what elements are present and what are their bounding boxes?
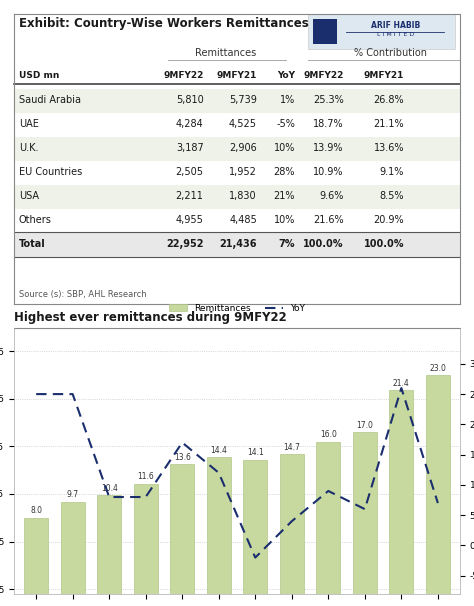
Text: 23.0: 23.0 xyxy=(429,364,447,373)
Text: 9.1%: 9.1% xyxy=(380,167,404,177)
Legend: Remittances, YoY: Remittances, YoY xyxy=(165,300,309,316)
Text: 2,505: 2,505 xyxy=(175,167,203,177)
Point xyxy=(165,57,171,64)
Text: 2,211: 2,211 xyxy=(176,191,203,201)
Bar xyxy=(207,457,231,594)
Text: 10%: 10% xyxy=(273,143,295,153)
Text: 17.0: 17.0 xyxy=(356,421,373,430)
Text: Source (s): SBP, AHL Research: Source (s): SBP, AHL Research xyxy=(18,290,146,299)
FancyBboxPatch shape xyxy=(313,19,337,44)
Bar xyxy=(426,375,450,594)
Bar xyxy=(24,518,48,594)
Text: 1,952: 1,952 xyxy=(229,167,257,177)
Text: 8.0: 8.0 xyxy=(30,507,42,515)
Bar xyxy=(317,442,340,594)
Text: 10.9%: 10.9% xyxy=(313,167,344,177)
Text: USD mn: USD mn xyxy=(18,70,59,79)
Text: 7%: 7% xyxy=(278,239,295,249)
Point xyxy=(70,581,75,588)
Bar xyxy=(170,464,194,594)
Text: 5,739: 5,739 xyxy=(229,95,257,105)
Text: 21,436: 21,436 xyxy=(219,239,257,249)
Text: 9.7: 9.7 xyxy=(66,490,79,499)
Text: Exhibit: Country-Wise Workers Remittances: Exhibit: Country-Wise Workers Remittance… xyxy=(18,16,309,30)
Text: UAE: UAE xyxy=(18,119,38,129)
Text: 9MFY21: 9MFY21 xyxy=(217,70,257,79)
Text: Others: Others xyxy=(18,215,52,225)
Text: YoY: YoY xyxy=(277,70,295,79)
Text: 1,830: 1,830 xyxy=(229,191,257,201)
Text: 5,810: 5,810 xyxy=(176,95,203,105)
Text: 21.4: 21.4 xyxy=(393,379,410,388)
Text: 10.4: 10.4 xyxy=(101,484,118,493)
Text: Remittances: Remittances xyxy=(195,47,256,58)
Text: 18.7%: 18.7% xyxy=(313,119,344,129)
Text: Total: Total xyxy=(18,239,46,249)
Text: Saudi Arabia: Saudi Arabia xyxy=(18,95,81,105)
Text: % Contribution: % Contribution xyxy=(354,47,427,58)
Text: 20.9%: 20.9% xyxy=(374,215,404,225)
Point xyxy=(33,581,39,588)
Text: 13.6: 13.6 xyxy=(174,453,191,462)
Bar xyxy=(243,460,267,594)
Text: ARIF HABIB: ARIF HABIB xyxy=(371,21,420,30)
FancyBboxPatch shape xyxy=(14,185,460,208)
FancyBboxPatch shape xyxy=(14,89,460,113)
Point xyxy=(343,28,349,35)
Text: 2,906: 2,906 xyxy=(229,143,257,153)
Text: 100.0%: 100.0% xyxy=(364,239,404,249)
Text: 100.0%: 100.0% xyxy=(303,239,344,249)
Bar xyxy=(280,454,304,594)
Text: 22,952: 22,952 xyxy=(166,239,203,249)
Text: 25.3%: 25.3% xyxy=(313,95,344,105)
Text: 4,284: 4,284 xyxy=(176,119,203,129)
FancyBboxPatch shape xyxy=(308,13,456,48)
Bar xyxy=(390,390,413,594)
Point xyxy=(457,57,463,64)
Text: 21.1%: 21.1% xyxy=(374,119,404,129)
Bar xyxy=(61,502,84,594)
FancyBboxPatch shape xyxy=(14,233,460,257)
Point xyxy=(283,57,289,64)
Text: 9.6%: 9.6% xyxy=(319,191,344,201)
Text: 9MFY21: 9MFY21 xyxy=(364,70,404,79)
Bar xyxy=(134,484,157,594)
Text: EU Countries: EU Countries xyxy=(18,167,82,177)
Bar xyxy=(97,495,121,594)
Text: 21.6%: 21.6% xyxy=(313,215,344,225)
Text: 11.6: 11.6 xyxy=(137,472,154,481)
Text: 28%: 28% xyxy=(273,167,295,177)
Point xyxy=(441,28,447,35)
Text: U.K.: U.K. xyxy=(18,143,38,153)
Text: 13.6%: 13.6% xyxy=(374,143,404,153)
Text: 8.5%: 8.5% xyxy=(380,191,404,201)
Text: 16.0: 16.0 xyxy=(320,430,337,439)
Text: 9MFY22: 9MFY22 xyxy=(163,70,203,79)
Text: 14.7: 14.7 xyxy=(283,442,300,451)
Text: 26.8%: 26.8% xyxy=(374,95,404,105)
Text: 3,187: 3,187 xyxy=(176,143,203,153)
Text: 21%: 21% xyxy=(273,191,295,201)
FancyBboxPatch shape xyxy=(14,137,460,161)
Bar xyxy=(353,432,377,594)
Text: Highest ever remittances during 9MFY22: Highest ever remittances during 9MFY22 xyxy=(14,310,287,324)
Text: 4,955: 4,955 xyxy=(176,215,203,225)
Point xyxy=(305,57,311,64)
Text: L I M I T E D: L I M I T E D xyxy=(376,32,414,37)
Text: 4,485: 4,485 xyxy=(229,215,257,225)
Text: USA: USA xyxy=(18,191,39,201)
Text: 14.4: 14.4 xyxy=(210,445,227,454)
Text: 10%: 10% xyxy=(273,215,295,225)
Text: 1%: 1% xyxy=(280,95,295,105)
Text: 13.9%: 13.9% xyxy=(313,143,344,153)
Text: 14.1: 14.1 xyxy=(247,448,264,458)
Text: -5%: -5% xyxy=(276,119,295,129)
Text: 4,525: 4,525 xyxy=(229,119,257,129)
Text: 9MFY22: 9MFY22 xyxy=(303,70,344,79)
